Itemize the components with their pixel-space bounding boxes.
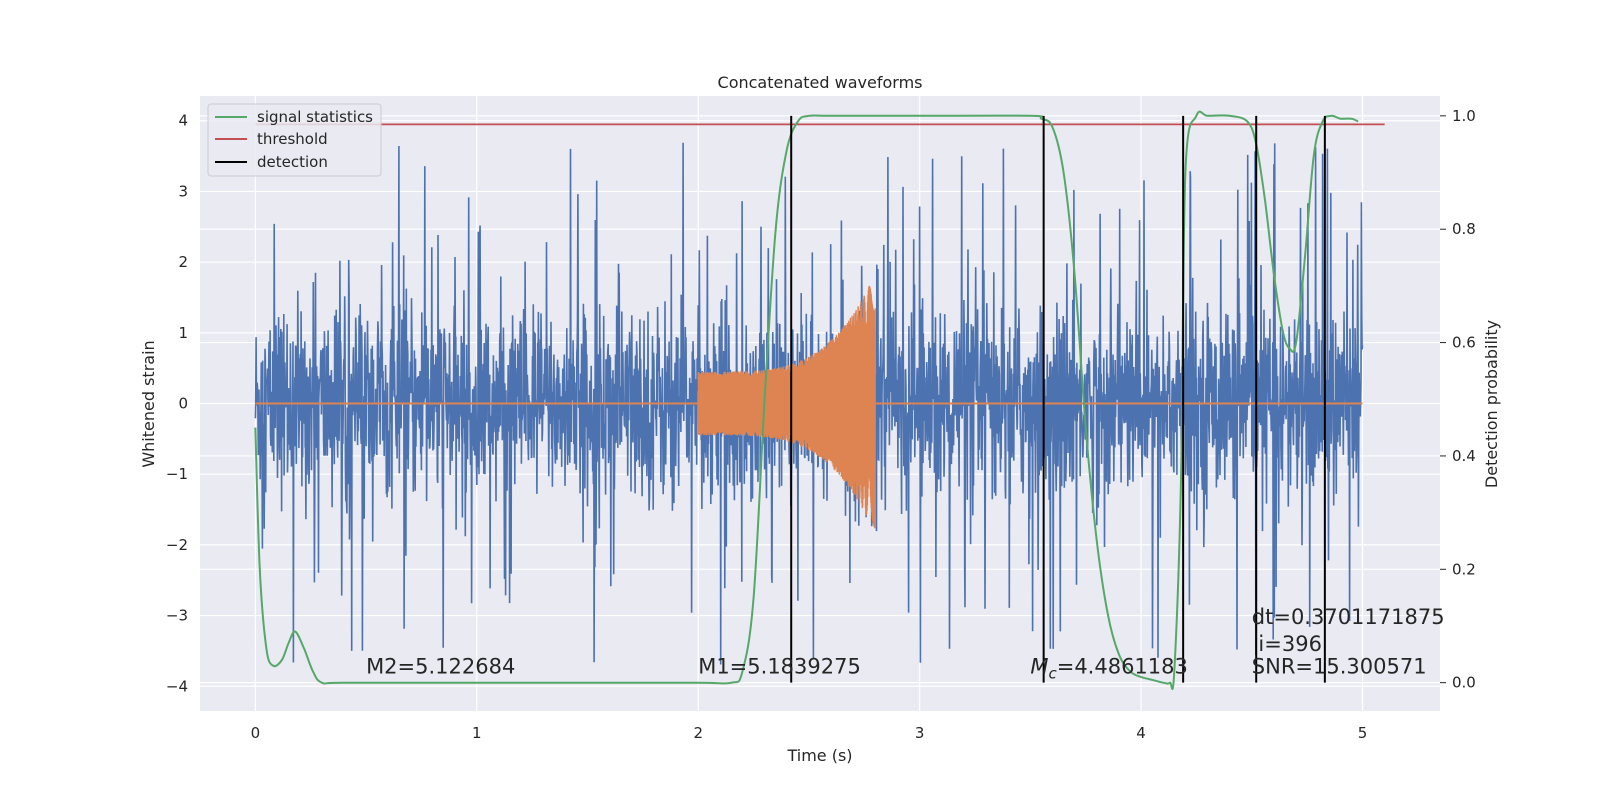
y-tick-label: 1 <box>178 324 188 342</box>
legend-box <box>207 103 382 177</box>
x-tick-label: 3 <box>915 724 925 742</box>
y-right-tick-label: 0.0 <box>1452 674 1476 692</box>
y-tick-label: −2 <box>166 536 188 554</box>
y-right-tick-label: 0.8 <box>1452 220 1476 238</box>
y-axis-label: Whitened strain <box>139 340 158 467</box>
legend: signal statistics threshold detection <box>207 103 382 177</box>
legend-label-threshold: threshold <box>257 130 328 148</box>
chart-title: Concatenated waveforms <box>718 73 923 92</box>
annotation-text: dt=0.3701171875 <box>1252 605 1445 629</box>
series-layer <box>254 110 1385 690</box>
y-tick-label: 3 <box>178 182 188 200</box>
y-tick-label: 0 <box>178 395 188 413</box>
y-right-axis-label: Detection probability <box>1482 320 1501 488</box>
y-tick-label: 4 <box>178 112 188 130</box>
legend-label-signal-statistics: signal statistics <box>257 108 373 126</box>
y-tick-label: 2 <box>178 253 188 271</box>
y-tick-label: −1 <box>166 465 188 483</box>
annotation-text: i=396 <box>1258 632 1322 656</box>
annotation-text: SNR=15.300571 <box>1252 655 1427 679</box>
y-tick-label: −3 <box>166 607 188 625</box>
y-tick-label: −4 <box>166 677 188 695</box>
annotations: M2=5.122684 M1=5.1839275 Mc=4.4861183 dt=0.… <box>366 605 1445 682</box>
x-tick-label: 0 <box>251 724 261 742</box>
annotation-text: M2=5.122684 <box>366 655 515 679</box>
y-right-tick-label: 0.6 <box>1452 334 1476 352</box>
axes: 0 1 2 3 4 5 −4 −3 −2 −1 0 1 2 3 4 0.0 0.2 0.4 0.6 0.8 1.0 <box>166 107 1476 742</box>
chirp-series <box>697 285 877 529</box>
x-tick-label: 1 <box>472 724 482 742</box>
x-tick-label: 5 <box>1358 724 1368 742</box>
y-right-tick-label: 1.0 <box>1452 107 1476 125</box>
annotation-text: M1=5.1839275 <box>698 655 861 679</box>
x-tick-label: 2 <box>693 724 703 742</box>
y-right-tick-label: 0.2 <box>1452 560 1476 578</box>
y-right-tick-label: 0.4 <box>1452 447 1476 465</box>
signal-statistics-line <box>254 110 1359 690</box>
legend-label-detection: detection <box>257 153 328 171</box>
x-tick-label: 4 <box>1136 724 1146 742</box>
x-axis-label: Time (s) <box>786 746 852 765</box>
annotation-text: Mc=4.4861183 <box>1030 655 1188 683</box>
